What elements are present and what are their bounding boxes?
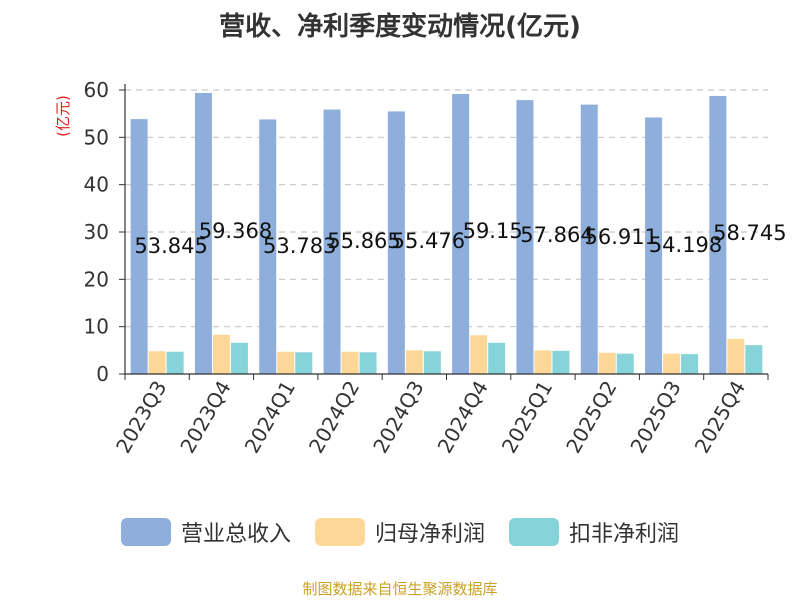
legend-item[interactable]: 扣非净利润: [509, 516, 679, 548]
bar: [534, 350, 552, 374]
bar: [194, 92, 212, 375]
x-tick-label: 2025Q2: [561, 377, 621, 458]
bar: [423, 351, 441, 374]
bar: [387, 111, 405, 374]
bar: [230, 342, 248, 374]
bar: [663, 353, 681, 374]
bar: [745, 345, 763, 374]
x-tick-label: 2025Q4: [690, 377, 750, 458]
bar: [616, 353, 634, 374]
data-label: 59.368: [199, 219, 272, 243]
x-tick-label: 2024Q3: [368, 377, 428, 458]
x-tick-label: 2025Q3: [625, 377, 685, 458]
y-tick-label: 50: [84, 125, 109, 149]
legend-label: 归母净利润: [374, 522, 485, 547]
x-tick-label: 2024Q1: [240, 377, 300, 458]
data-label: 54.198: [649, 233, 722, 257]
bar: [359, 352, 377, 374]
legend-swatch: [120, 518, 171, 546]
bar: [598, 352, 616, 374]
data-label: 55.476: [392, 229, 465, 253]
bar: [130, 119, 148, 374]
bar: [405, 350, 423, 374]
x-tick-label: 2023Q4: [175, 377, 235, 458]
source-note: 制图数据来自恒生聚源数据库: [302, 580, 498, 598]
legend-swatch: [314, 518, 365, 546]
legend: 营业总收入 归母净利润 扣非净利润: [0, 516, 800, 548]
legend-label: 扣非净利润: [569, 522, 680, 547]
bar: [341, 351, 359, 374]
y-axis-label: (亿元): [54, 95, 72, 137]
bar: [727, 338, 745, 374]
bar: [295, 352, 313, 374]
bars: [130, 92, 763, 375]
bar: [488, 342, 506, 374]
bar: [552, 350, 570, 374]
bar: [516, 100, 534, 374]
y-tick-label: 30: [84, 220, 109, 244]
y-tick-label: 60: [84, 78, 109, 102]
y-tick-label: 20: [84, 267, 109, 291]
bar: [212, 334, 230, 374]
data-label: 56.911: [585, 225, 658, 249]
bar: [452, 94, 470, 375]
legend-swatch: [509, 518, 559, 546]
grid-lines: [125, 89, 768, 328]
x-tick-label: 2024Q2: [304, 377, 364, 458]
bar: [166, 351, 184, 374]
data-label: 57.864: [520, 223, 593, 247]
legend-item[interactable]: 营业总收入: [120, 516, 291, 548]
x-tick-label: 2024Q4: [433, 377, 493, 458]
y-tick-label: 40: [84, 173, 109, 197]
chart-title: 营收、净利季度变动情况(亿元): [219, 12, 581, 42]
data-label: 55.865: [327, 229, 400, 253]
bar: [323, 109, 341, 375]
data-labels: 53.84559.36853.78355.86555.47659.1557.86…: [134, 219, 786, 258]
bar: [580, 104, 598, 374]
y-tick-label: 0: [96, 362, 109, 386]
legend-item[interactable]: 归母净利润: [314, 516, 485, 548]
x-tick-label: 2023Q3: [111, 377, 171, 458]
bar: [148, 351, 166, 374]
bar: [259, 119, 277, 375]
bar: [470, 335, 488, 374]
x-tick-label: 2025Q1: [497, 377, 557, 458]
legend-label: 营业总收入: [180, 522, 291, 547]
data-label: 53.845: [134, 234, 207, 258]
bar: [681, 354, 699, 374]
bar: [709, 95, 727, 374]
bar: [645, 117, 663, 374]
data-label: 59.15: [463, 219, 523, 243]
y-tick-label: 10: [84, 315, 109, 339]
data-label: 53.783: [263, 234, 336, 258]
bar: [277, 351, 295, 374]
data-label: 58.745: [713, 221, 786, 245]
